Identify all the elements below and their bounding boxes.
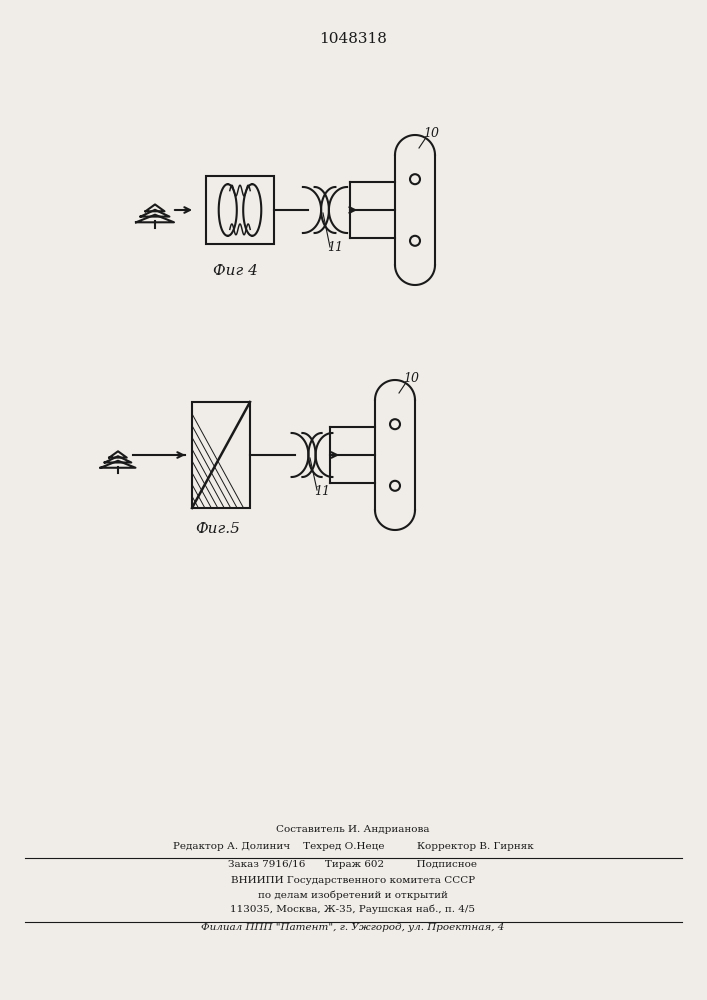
Bar bbox=[206, 176, 274, 244]
Text: Составитель И. Андрианова: Составитель И. Андрианова bbox=[276, 825, 430, 834]
Text: Заказ 7916/16      Тираж 602          Подписное: Заказ 7916/16 Тираж 602 Подписное bbox=[228, 860, 477, 869]
Bar bbox=[192, 402, 250, 508]
Text: ВНИИПИ Государственного комитета СССР: ВНИИПИ Государственного комитета СССР bbox=[231, 876, 475, 885]
Text: 11: 11 bbox=[314, 485, 330, 498]
Text: 1048318: 1048318 bbox=[319, 32, 387, 46]
Text: 113035, Москва, Ж-35, Раушская наб., п. 4/5: 113035, Москва, Ж-35, Раушская наб., п. … bbox=[230, 905, 476, 914]
Text: по делам изобретений и открытий: по делам изобретений и открытий bbox=[258, 891, 448, 900]
Text: Фиг.5: Фиг.5 bbox=[196, 522, 240, 536]
Text: 11: 11 bbox=[327, 241, 343, 254]
Text: 10: 10 bbox=[403, 372, 419, 385]
Text: Фиг 4: Фиг 4 bbox=[213, 264, 257, 278]
Text: Филиал ППП "Патент", г. Ужгород, ул. Проектная, 4: Филиал ППП "Патент", г. Ужгород, ул. Про… bbox=[201, 923, 505, 932]
Text: Редактор А. Долинич    Техред О.Неце          Корректор В. Гирняк: Редактор А. Долинич Техред О.Неце Коррек… bbox=[173, 842, 533, 851]
Text: 10: 10 bbox=[423, 127, 439, 140]
